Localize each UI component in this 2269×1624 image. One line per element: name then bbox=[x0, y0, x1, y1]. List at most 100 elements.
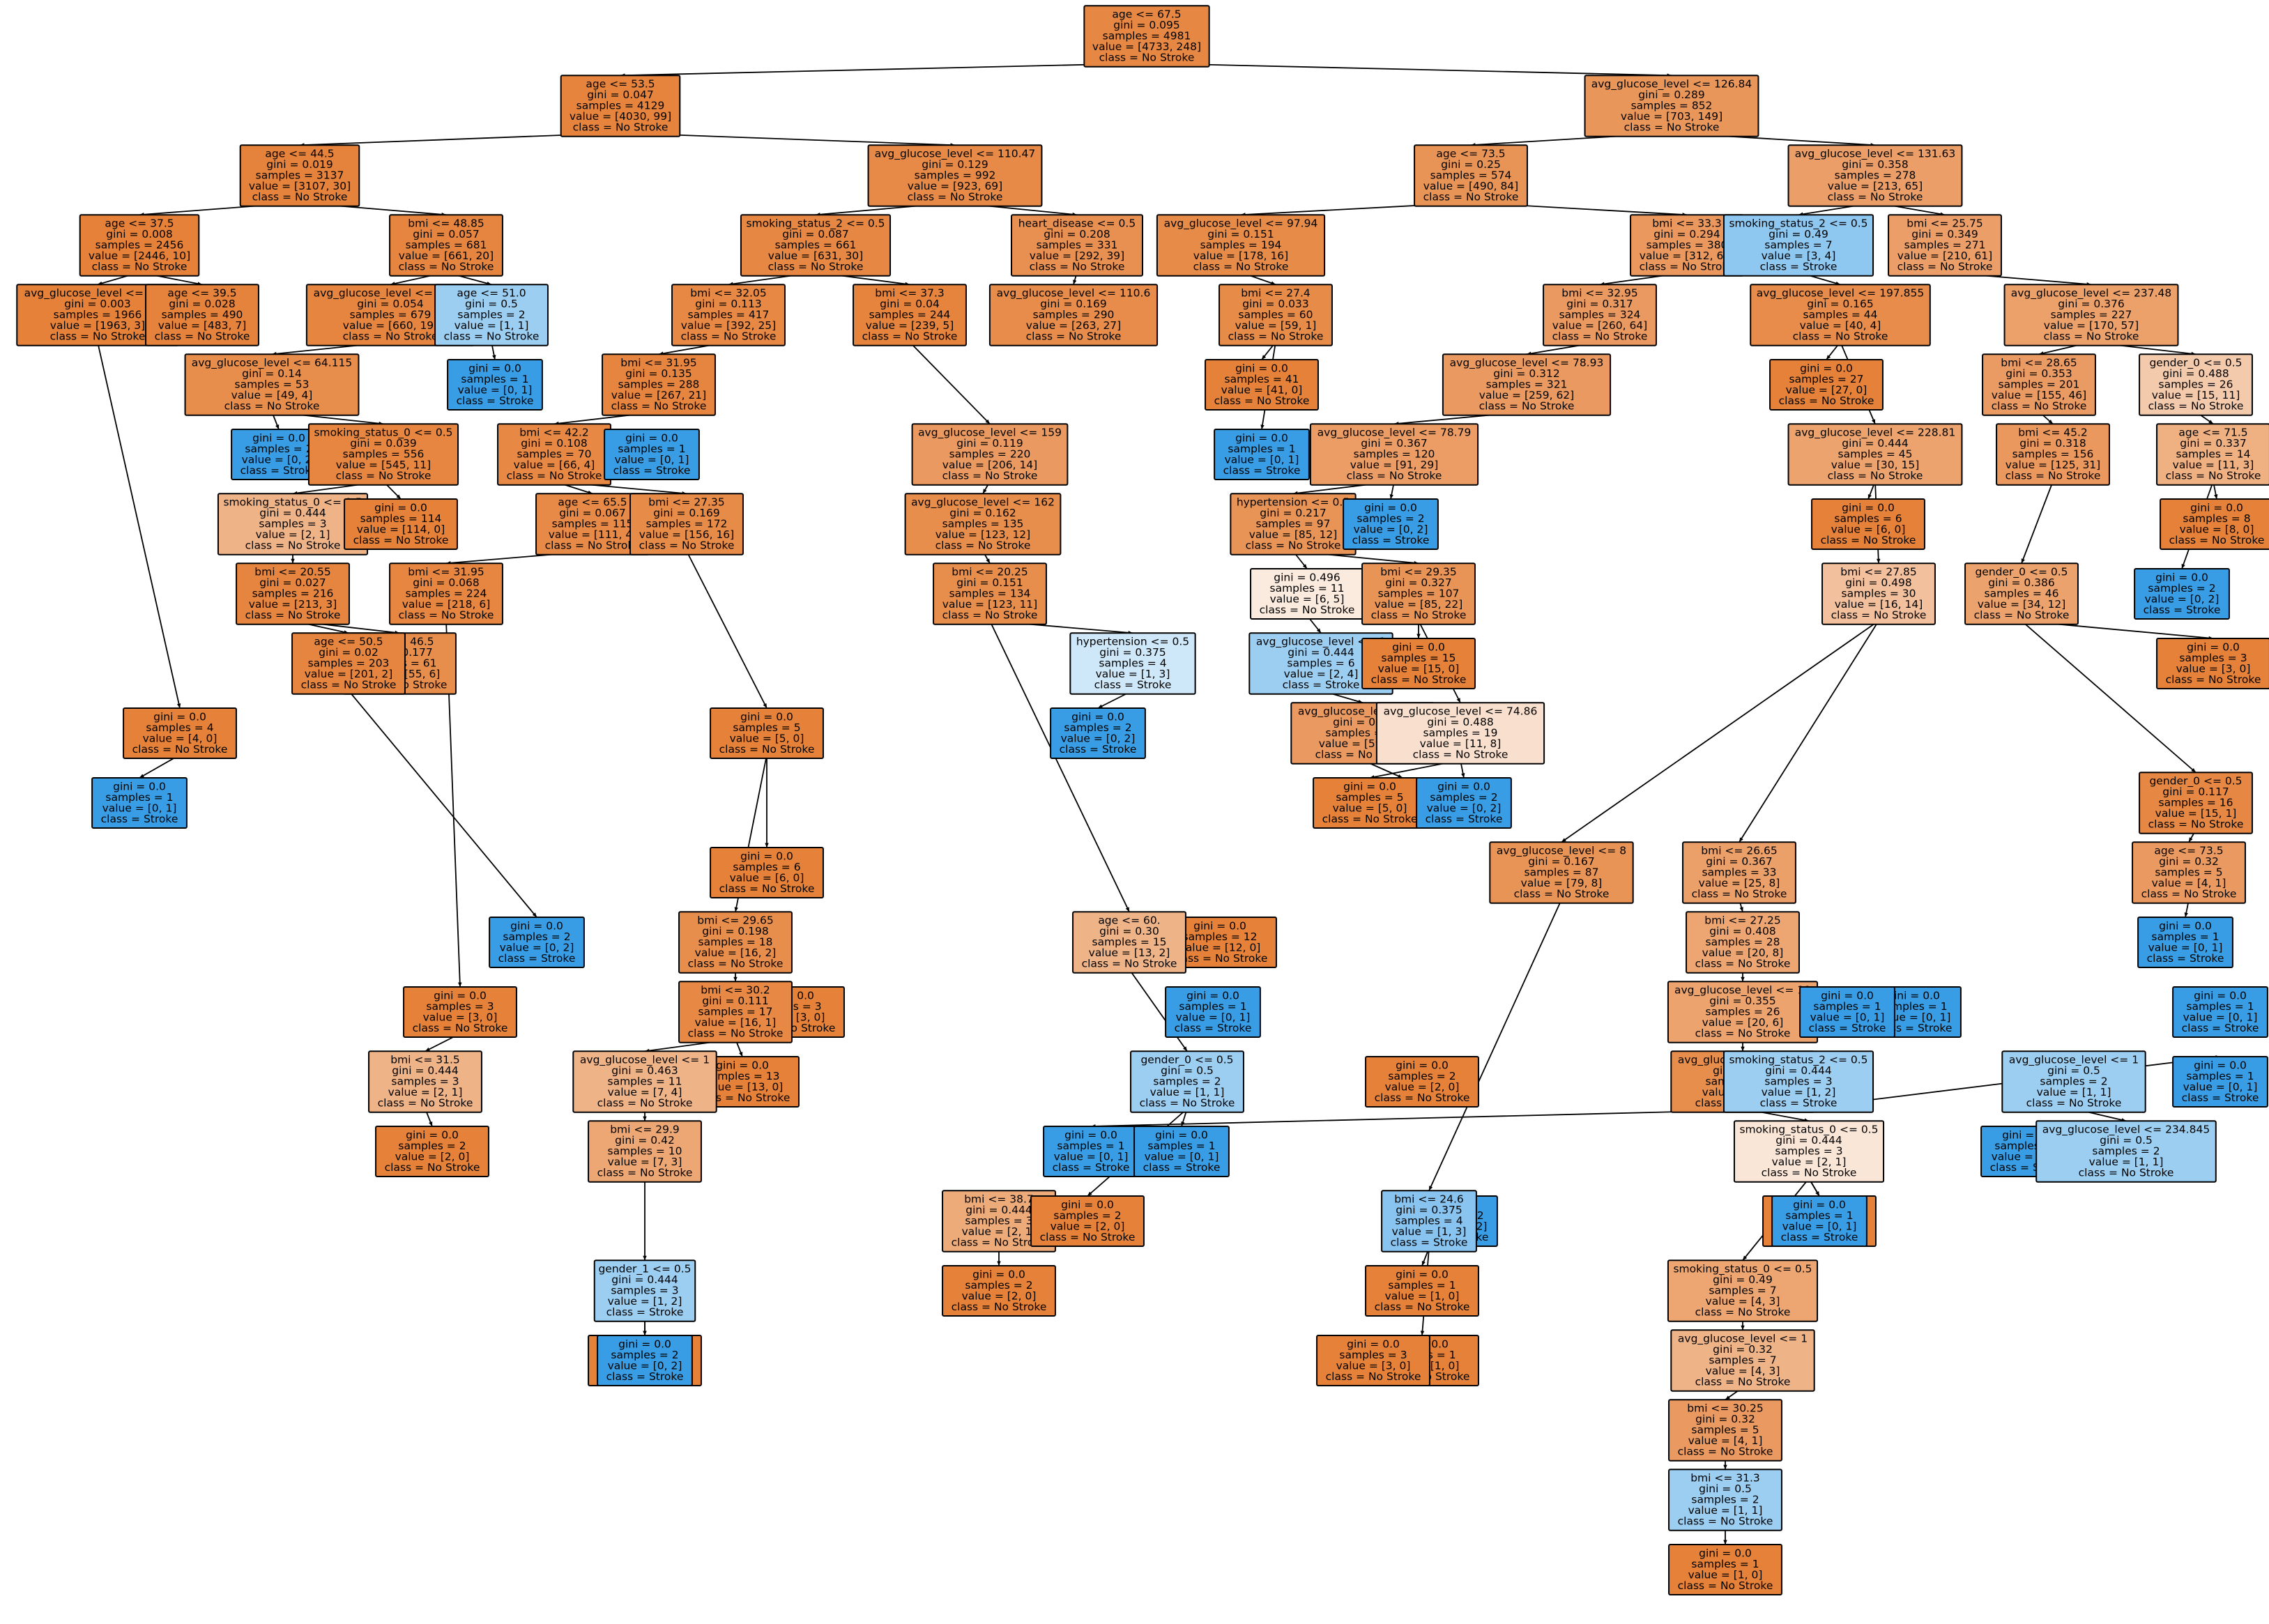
tree-node-line: samples = 172 bbox=[646, 518, 728, 530]
tree-node-line: samples = 1 bbox=[1691, 1558, 1759, 1570]
tree-node-line: gender_0 <= 0.5 bbox=[1975, 566, 2068, 579]
tree-node-line: avg_glucose_level <= 162 bbox=[911, 496, 1055, 510]
tree-node-line: class = No Stroke bbox=[1762, 1167, 1857, 1179]
tree-node-line: bmi <= 31.3 bbox=[1690, 1472, 1760, 1485]
tree-node-line: class = No Stroke bbox=[399, 609, 494, 622]
tree-node-line: value = [156, 16] bbox=[639, 528, 734, 541]
tree-node-line: value = [13, 0] bbox=[702, 1080, 784, 1093]
tree-node-line: avg_glucose_level <= 78.79 bbox=[1317, 427, 1472, 440]
tree-node-line: avg_glucose_level <= 78.93 bbox=[1450, 357, 1604, 370]
tree-node-line: value = [483, 7] bbox=[158, 319, 247, 332]
tree-node-line: samples = 661 bbox=[775, 239, 857, 252]
tree-node-box bbox=[2139, 353, 2253, 416]
edge-arrowhead bbox=[1125, 907, 1129, 912]
tree-node-line: gini = 0.167 bbox=[1528, 855, 1595, 868]
tree-node-line: gini = 0.165 bbox=[1807, 298, 1874, 310]
tree-node-line: samples = 17 bbox=[698, 1006, 773, 1018]
tree-node-line: value = [3, 0] bbox=[423, 1011, 498, 1023]
tree-node-line: samples = 18 bbox=[698, 936, 773, 949]
tree-node-line: avg_glucose_level <= 126.84 bbox=[1591, 78, 1752, 91]
tree-node-line: value = [4, 3] bbox=[1706, 1295, 1780, 1308]
tree-node-line: samples = 3 bbox=[611, 1285, 678, 1297]
tree-node-line: gini = 0.5 bbox=[1699, 1483, 1752, 1495]
edge-arrowhead bbox=[1743, 1255, 1748, 1261]
tree-node-line: value = [201, 2] bbox=[305, 668, 393, 680]
tree-node-line: class = No Stroke bbox=[1413, 749, 1508, 761]
tree-node-line: value = [79, 8] bbox=[1521, 877, 1603, 889]
tree-node-line: avg_glucose_level <= 1 bbox=[580, 1054, 710, 1067]
tree-node-box bbox=[904, 493, 1062, 556]
tree-node-line: age <= 73.5 bbox=[2154, 845, 2223, 857]
tree-node-line: gini = 0.376 bbox=[2058, 298, 2125, 310]
tree-node-line: gini = 0.444 bbox=[1842, 437, 1909, 450]
tree-node-line: value = [27, 0] bbox=[1786, 383, 1867, 396]
tree-node-box bbox=[123, 707, 237, 759]
tree-node-line: value = [15, 0] bbox=[1378, 662, 1460, 675]
tree-node-line: class = Stroke bbox=[2182, 1022, 2259, 1034]
tree-node-line: age <= 60. bbox=[1098, 914, 1160, 927]
tree-node-line: gini = 0.0 bbox=[2194, 1059, 2247, 1071]
edge-arrowhead bbox=[1398, 774, 1403, 778]
tree-node-line: smoking_status_2 <= 0.5 bbox=[746, 217, 885, 231]
tree-node-box bbox=[1365, 1056, 1479, 1108]
tree-node-box bbox=[629, 493, 744, 556]
tree-node-box bbox=[678, 981, 793, 1043]
tree-node-line: gini = 0.444 bbox=[259, 507, 326, 519]
tree-node-line: value = [16, 1] bbox=[695, 1016, 777, 1029]
tree-node-line: bmi <= 33.3 bbox=[1652, 217, 1722, 230]
tree-node-line: samples = 28 bbox=[1706, 936, 1780, 949]
tree-node-line: class = No Stroke bbox=[1260, 604, 1355, 616]
edge-arrowhead bbox=[1098, 704, 1103, 708]
tree-node-line: samples = 6 bbox=[733, 861, 800, 873]
tree-node-line: smoking_status_0 <= 0.5 bbox=[1673, 1263, 1812, 1276]
tree-node-box bbox=[2139, 772, 2253, 834]
tree-node-line: value = [15, 1] bbox=[2155, 807, 2237, 820]
tree-node-line: class = No Stroke bbox=[1026, 330, 1122, 343]
tree-node-line: value = [1, 3] bbox=[1392, 1225, 1467, 1238]
tree-node-line: samples = 3 bbox=[259, 518, 326, 530]
tree-node-line: class = No Stroke bbox=[1779, 394, 1874, 407]
tree-node-line: value = [545, 11] bbox=[336, 459, 431, 471]
tree-node-line: samples = 681 bbox=[406, 239, 487, 252]
tree-node-line: avg_glucose_level <= 97.94 bbox=[1164, 217, 1318, 231]
tree-node-line: bmi <= 27.35 bbox=[648, 496, 724, 509]
tree-node-line: class = No Stroke bbox=[385, 1161, 480, 1174]
tree-node-line: samples = 3 bbox=[965, 1215, 1032, 1227]
tree-node-line: value = [2, 0] bbox=[395, 1150, 470, 1163]
tree-node-line: value = [66, 4] bbox=[514, 459, 595, 471]
tree-node-box bbox=[1069, 632, 1196, 695]
tree-node-line: gini = 0.0 bbox=[716, 1059, 769, 1071]
tree-node-line: value = [0, 1] bbox=[1054, 1150, 1129, 1163]
tree-node-box bbox=[489, 917, 585, 968]
edge-arrowhead bbox=[1429, 1186, 1433, 1191]
tree-node-box bbox=[1821, 562, 1936, 625]
tree-node-line: samples = 115 bbox=[552, 518, 634, 530]
tree-node-line: samples = 46 bbox=[1985, 588, 2059, 600]
tree-edge bbox=[620, 62, 1147, 77]
edge-arrowhead bbox=[1456, 698, 1460, 703]
tree-node-box bbox=[1316, 1335, 1430, 1386]
tree-node-line: bmi <= 31.5 bbox=[390, 1054, 460, 1066]
tree-node-line: samples = 53 bbox=[235, 378, 310, 391]
tree-node-line: gini = 0.488 bbox=[2162, 367, 2229, 380]
tree-node-line: samples = 2 bbox=[457, 309, 525, 321]
tree-node-line: value = [0, 1] bbox=[1145, 1150, 1219, 1163]
tree-node-line: gini = 0.0 bbox=[252, 431, 305, 444]
